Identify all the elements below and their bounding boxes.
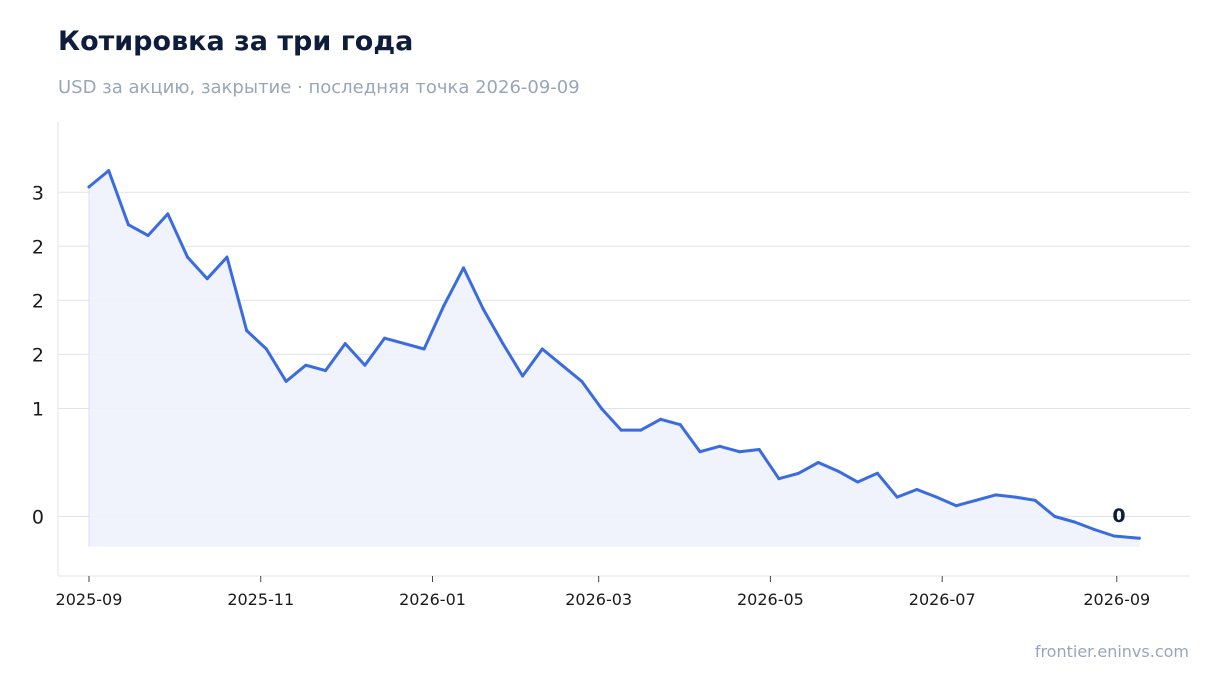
axes <box>57 122 1190 577</box>
y-tick-label: 2 <box>32 344 44 366</box>
data-point <box>994 493 998 497</box>
y-tick-label: 0 <box>32 507 44 529</box>
data-point <box>915 488 919 492</box>
data-point <box>146 234 150 237</box>
data-point <box>1033 498 1037 502</box>
y-tick-labels: 3 2 2 2 1 0 <box>32 182 44 528</box>
data-point <box>501 342 505 346</box>
data-point <box>1137 536 1141 540</box>
data-point <box>856 480 860 484</box>
data-point <box>580 379 584 383</box>
y-tick-label: 2 <box>32 236 44 258</box>
data-point <box>659 417 663 421</box>
x-tick-label: 2026-03 <box>565 590 632 609</box>
chart-title: Котировка за три года <box>58 26 414 57</box>
data-point <box>264 347 268 351</box>
data-point <box>619 428 623 432</box>
data-point <box>363 363 367 367</box>
data-point <box>225 255 229 259</box>
series-area-fill <box>89 170 1140 547</box>
data-point <box>816 461 820 464</box>
plot-area: 0 <box>87 169 1141 547</box>
data-point <box>87 185 91 189</box>
data-point <box>698 450 702 454</box>
x-tick-label: 2026-07 <box>909 590 976 609</box>
x-tick-labels: 2025-09 2025-11 2026-01 2026-03 2026-05 2026-… <box>56 576 1150 609</box>
data-point <box>422 347 426 351</box>
data-point <box>1112 534 1116 538</box>
data-point <box>757 448 761 452</box>
data-point <box>639 428 643 432</box>
data-point <box>895 495 899 499</box>
x-tick-label: 2025-09 <box>56 590 123 609</box>
x-tick-label: 2026-09 <box>1083 590 1150 609</box>
data-point <box>304 363 308 367</box>
x-tick-label: 2025-11 <box>227 590 294 609</box>
data-point <box>343 342 347 346</box>
data-point <box>1013 495 1017 499</box>
last-value-label: 0 <box>1112 505 1125 527</box>
data-point <box>521 374 525 378</box>
data-point <box>245 329 249 333</box>
data-point <box>284 379 288 383</box>
data-point <box>402 342 406 346</box>
data-point <box>974 498 978 502</box>
data-point <box>599 406 603 410</box>
data-point <box>560 363 564 367</box>
data-point <box>718 444 722 448</box>
data-point <box>166 212 170 216</box>
y-tick-label: 3 <box>32 182 44 204</box>
data-point <box>777 477 781 481</box>
data-point <box>126 223 130 227</box>
y-tick-label: 1 <box>32 398 44 420</box>
data-point <box>875 471 879 475</box>
data-point <box>481 307 485 311</box>
data-point <box>461 266 465 270</box>
data-point <box>540 347 544 351</box>
data-point <box>737 450 741 454</box>
source-credit: frontier.eninvs.com <box>1034 642 1189 661</box>
data-point <box>836 469 840 473</box>
x-tick-label: 2026-05 <box>737 590 804 609</box>
data-point <box>107 169 111 173</box>
data-point <box>186 255 190 259</box>
data-point <box>1092 528 1096 532</box>
data-point <box>678 423 682 427</box>
data-point <box>1073 520 1077 524</box>
data-point <box>442 304 446 308</box>
data-point <box>324 369 328 373</box>
chart-subtitle: USD за акцию, закрытие · последняя точка… <box>58 77 580 98</box>
x-tick-label: 2026-01 <box>399 590 466 609</box>
data-point <box>935 495 939 499</box>
series-line <box>87 169 1141 540</box>
data-point <box>383 336 387 340</box>
data-point <box>954 504 958 508</box>
data-point <box>205 277 209 281</box>
y-tick-label: 2 <box>32 290 44 312</box>
data-point <box>797 471 801 475</box>
data-point <box>1053 515 1057 519</box>
